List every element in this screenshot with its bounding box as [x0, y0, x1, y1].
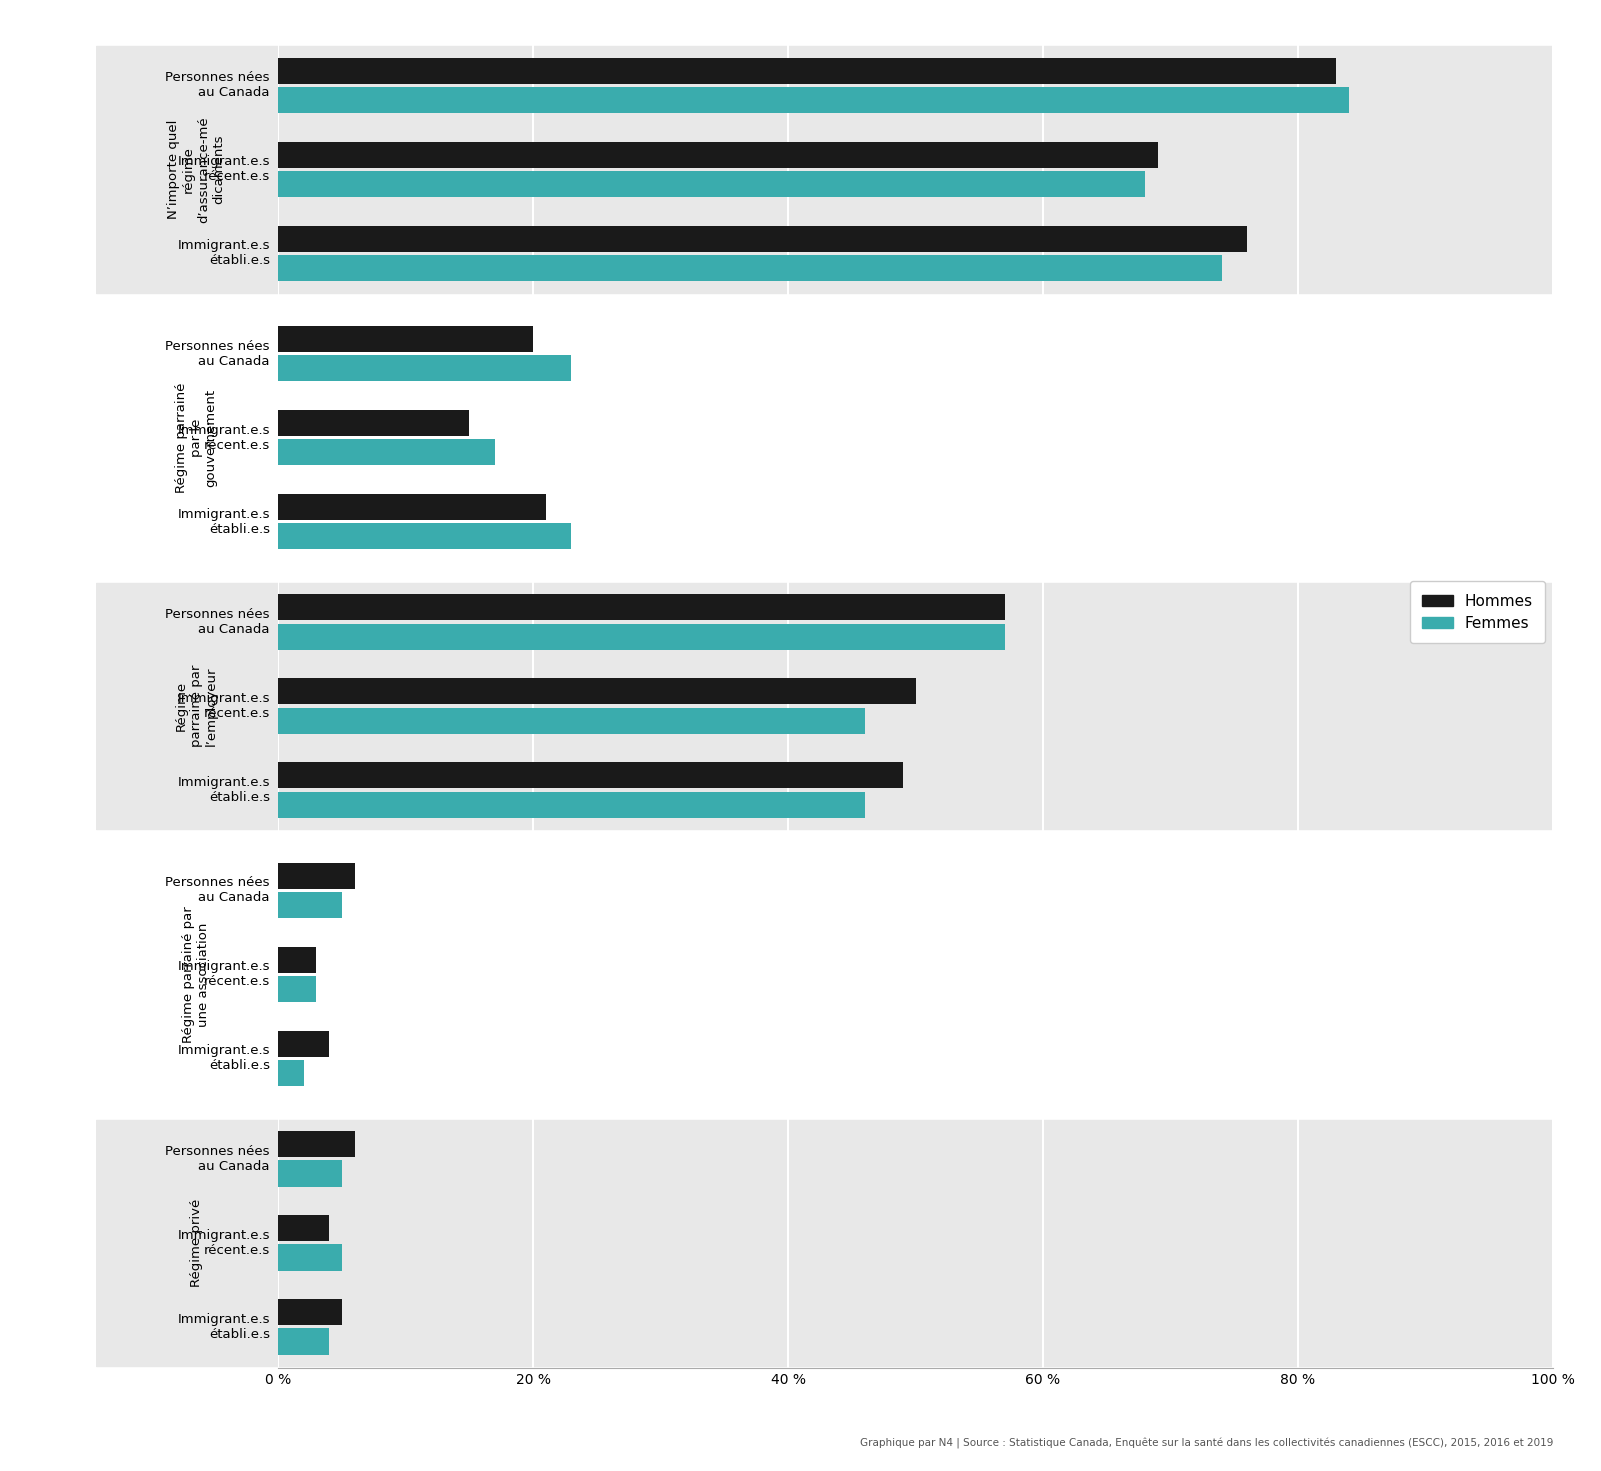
Bar [279, 1215, 330, 1242]
Bar [96, 852, 279, 1097]
Text: Graphique par N4 | Source : Statistique Canada, Enquête sur la santé dans les co: Graphique par N4 | Source : Statistique … [860, 1439, 1553, 1449]
Text: Régime privé: Régime privé [191, 1199, 203, 1287]
Bar [279, 356, 572, 381]
Bar [279, 524, 572, 550]
Text: Régime
parrainé par
l’employeur: Régime parrainé par l’employeur [175, 665, 218, 747]
Bar [279, 57, 1337, 84]
Bar [279, 708, 865, 734]
Bar [279, 891, 343, 918]
Bar [279, 315, 1553, 560]
Bar [96, 315, 279, 560]
Bar [279, 171, 1145, 197]
Bar [96, 583, 279, 830]
Bar [279, 791, 865, 818]
Bar [279, 1299, 343, 1325]
Bar [279, 327, 533, 352]
Bar [279, 1061, 304, 1086]
Bar [279, 678, 916, 705]
Bar [279, 225, 1247, 252]
Bar [279, 947, 317, 972]
Bar [279, 1244, 343, 1271]
Bar [279, 1119, 1553, 1367]
Legend: Hommes, Femmes: Hommes, Femmes [1410, 581, 1545, 643]
Bar [279, 624, 1005, 650]
Bar [279, 594, 1005, 621]
Bar [279, 1131, 355, 1158]
Bar [279, 862, 355, 888]
Bar [279, 1031, 330, 1056]
Bar [279, 494, 546, 521]
Bar [279, 1328, 330, 1355]
Bar [279, 977, 317, 1002]
Bar [96, 46, 279, 293]
Bar [279, 410, 469, 435]
Bar [279, 87, 1350, 113]
Bar [279, 141, 1158, 168]
Text: N’importe quel
régime
d’assurance-mé
dicaments: N’importe quel régime d’assurance-mé dic… [167, 116, 226, 222]
Text: Régime parrainé par
une association: Régime parrainé par une association [183, 906, 210, 1043]
Bar [96, 1119, 279, 1367]
Bar [279, 46, 1553, 293]
Bar [279, 852, 1553, 1097]
Bar [279, 254, 1222, 281]
Bar [279, 1161, 343, 1187]
Bar [279, 762, 903, 788]
Bar [279, 440, 495, 465]
Bar [279, 583, 1553, 830]
Text: Régime parrainé
par le
gouvernement: Régime parrainé par le gouvernement [175, 382, 218, 493]
